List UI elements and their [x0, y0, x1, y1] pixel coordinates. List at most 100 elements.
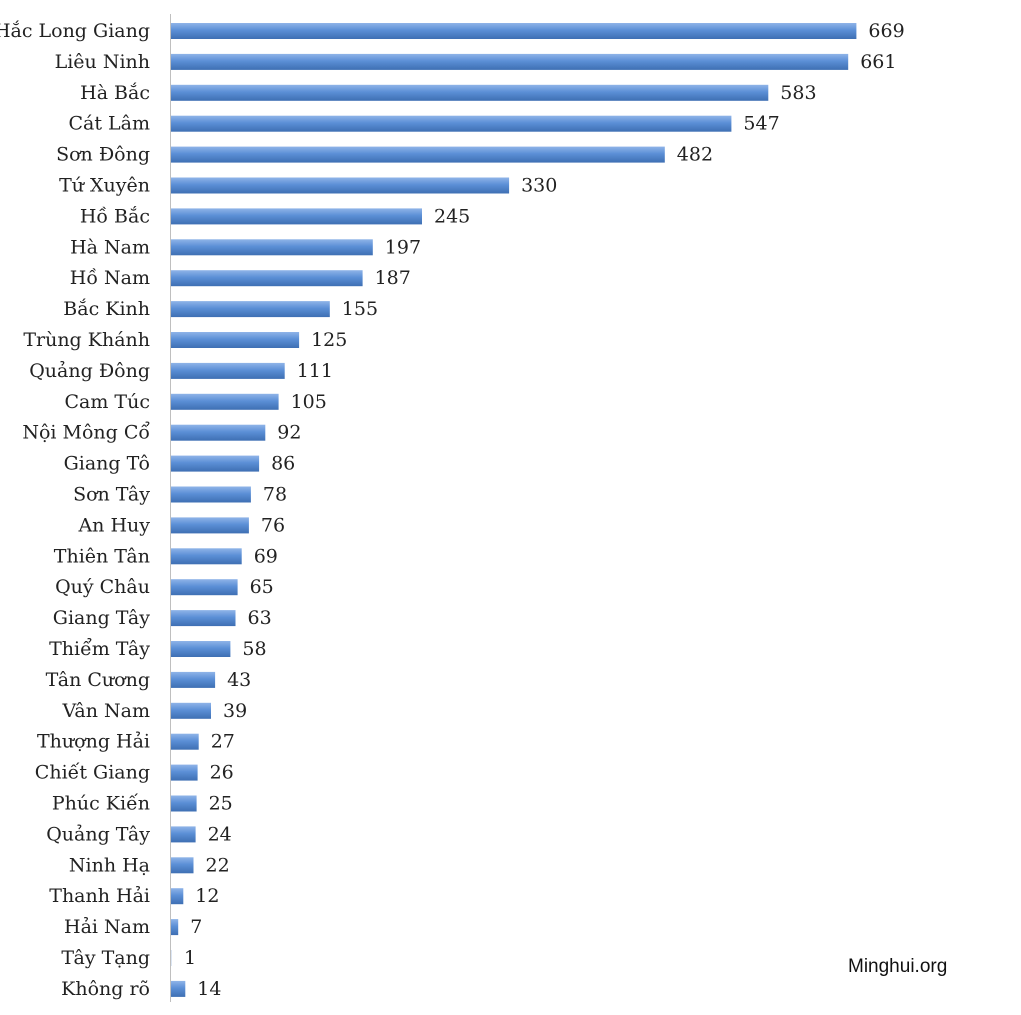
bar [171, 270, 363, 287]
category-label: Không rõ [61, 978, 150, 1000]
category-label: Tân Cương [46, 669, 150, 691]
data-label: 111 [297, 360, 333, 382]
data-label: 661 [860, 51, 896, 73]
category-label: Thượng Hải [37, 731, 150, 753]
bar [171, 826, 196, 843]
bar [171, 919, 179, 936]
bar [171, 641, 231, 657]
category-label: Quý Châu [55, 576, 150, 598]
data-label: 25 [209, 793, 233, 815]
data-label: 86 [271, 453, 295, 475]
bar [171, 424, 266, 441]
data-label: 245 [434, 205, 470, 227]
data-label: 22 [206, 854, 230, 876]
data-label: 330 [521, 175, 557, 197]
category-label: Cát Lâm [68, 113, 150, 135]
category-label: Hồ Nam [70, 267, 150, 289]
data-label: 27 [211, 731, 235, 753]
bars-group [171, 23, 857, 997]
category-label: Sơn Đông [56, 144, 150, 166]
data-label: 669 [868, 20, 904, 42]
data-label: 125 [311, 329, 347, 351]
bar [171, 888, 184, 905]
category-label: Giang Tô [64, 453, 150, 475]
bar [171, 23, 857, 39]
data-label: 63 [248, 607, 272, 629]
category-label: Ninh Hạ [69, 854, 150, 876]
source-watermark: Minghui.org [848, 956, 948, 977]
category-label: Hà Bắc [80, 82, 150, 104]
data-label: 547 [743, 113, 779, 135]
bar [171, 301, 330, 318]
bar [171, 702, 211, 719]
bar [171, 84, 769, 101]
category-label: Cam Túc [65, 391, 150, 413]
bar [171, 362, 285, 379]
data-label: 78 [263, 484, 287, 506]
bar [171, 764, 198, 781]
data-label: 583 [780, 82, 816, 104]
category-label: Hà Nam [70, 236, 150, 258]
category-label: Tứ Xuyên [59, 175, 150, 197]
category-label: Hải Nam [64, 916, 150, 938]
category-label: Hắc Long Giang [0, 20, 150, 42]
category-label: An Huy [77, 514, 150, 536]
bar [171, 332, 300, 348]
category-label: Thiên Tân [54, 545, 150, 567]
bar [171, 548, 242, 565]
bar [171, 579, 238, 596]
bar [171, 393, 279, 410]
bar [171, 455, 260, 472]
category-label: Hồ Bắc [80, 205, 150, 227]
category-label: Phúc Kiến [52, 793, 150, 815]
data-label: 155 [342, 298, 378, 320]
data-label: 24 [208, 823, 232, 845]
bar [171, 950, 172, 966]
data-label: 197 [385, 236, 421, 258]
data-label: 65 [250, 576, 274, 598]
category-label: Chiết Giang [35, 762, 150, 784]
bar [171, 980, 186, 997]
category-label: Sơn Tây [73, 484, 150, 506]
bar [171, 517, 249, 534]
data-label: 105 [291, 391, 327, 413]
category-label: Nội Mông Cổ [22, 422, 150, 444]
bar [171, 857, 194, 874]
value-labels-group: 6696615835474823302451971871551251111059… [184, 20, 905, 1000]
category-label: Bắc Kinh [63, 298, 150, 320]
bar [171, 115, 732, 132]
data-label: 14 [197, 978, 221, 1000]
bar [171, 671, 216, 688]
data-label: 76 [261, 514, 285, 536]
data-label: 1 [184, 947, 196, 969]
bar [171, 53, 849, 70]
bar [171, 795, 197, 812]
category-label: Thanh Hải [49, 885, 150, 907]
data-label: 7 [190, 916, 202, 938]
bar [171, 146, 665, 163]
data-label: 26 [210, 762, 234, 784]
data-label: 187 [375, 267, 411, 289]
bar [171, 208, 422, 225]
category-labels-group: Hắc Long Giang Liêu Ninh Hà Bắc Cát Lâm Sơn … [0, 20, 150, 1000]
data-label: 43 [227, 669, 251, 691]
data-label: 39 [223, 700, 247, 722]
data-label: 12 [195, 885, 219, 907]
data-label: 92 [277, 422, 301, 444]
category-label: Quảng Tây [46, 823, 150, 845]
category-label: Liêu Ninh [55, 51, 150, 73]
bar [171, 486, 251, 503]
bar [171, 239, 373, 256]
data-label: 58 [242, 638, 266, 660]
category-label: Vân Nam [61, 700, 150, 722]
data-label: 482 [677, 144, 713, 166]
bar [171, 733, 199, 750]
bar [171, 610, 236, 627]
category-label: Quảng Đông [29, 360, 150, 382]
category-label: Thiểm Tây [49, 638, 150, 660]
data-label: 69 [254, 545, 278, 567]
category-label: Tây Tạng [61, 947, 150, 969]
bar [171, 177, 510, 194]
category-label: Trùng Khánh [23, 329, 150, 351]
